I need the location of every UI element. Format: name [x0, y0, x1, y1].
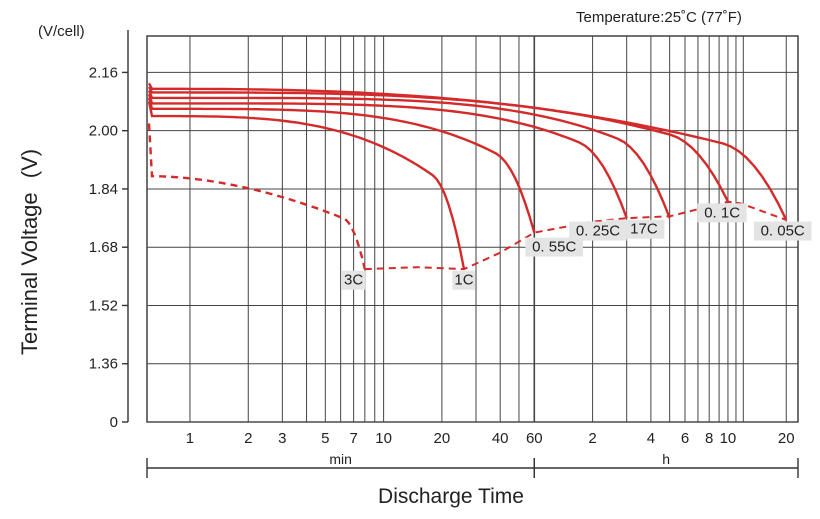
x-tick-label: 20 — [778, 430, 795, 447]
x-tick-label: 7 — [349, 430, 357, 447]
series-line-017c — [147, 90, 671, 219]
series-line-1c — [147, 101, 466, 270]
series — [147, 82, 788, 271]
x-tick-label: 10 — [720, 430, 737, 447]
x-tick-label: 5 — [321, 430, 329, 447]
x-tick-label: 40 — [492, 430, 509, 447]
series-label-bg — [697, 203, 747, 223]
y-tick-label: 2.00 — [89, 123, 118, 140]
y-unit-label: (V/cell) — [38, 23, 85, 40]
y-axis-title-text: Terminal Voltage — [17, 192, 42, 355]
series-label: 0. 55C — [532, 239, 576, 256]
series-label-bg — [753, 221, 812, 241]
x-tick-label: 60 — [526, 430, 543, 447]
x-tick-label: 6 — [681, 430, 689, 447]
x-tick-label: 2 — [588, 430, 596, 447]
x-tick-label: 4 — [647, 430, 655, 447]
x-tick-label: 3 — [278, 430, 286, 447]
y-tick-label: 1.52 — [89, 297, 118, 314]
y-axis-unit: (V) — [17, 149, 42, 178]
series-label: 0. 25C — [576, 223, 620, 240]
series-label: 3C — [344, 272, 363, 289]
x-tick-label: 8 — [705, 430, 713, 447]
y-tick-label: 1.84 — [89, 181, 118, 198]
series-label: 0. 05C — [761, 223, 805, 240]
series-line-01c — [147, 86, 730, 203]
range-label: h — [662, 451, 670, 467]
series-label-bg — [342, 270, 366, 290]
range-label: min — [329, 451, 352, 467]
series-label-bg — [569, 221, 627, 241]
y-tick-label: 1.68 — [89, 239, 118, 256]
series-label: 0. 1C — [704, 204, 740, 221]
series-label-bg — [452, 270, 476, 290]
y-tick-label: 0 — [110, 414, 118, 431]
series-label: 1C — [454, 272, 473, 289]
x-tick-label: 2 — [244, 430, 252, 447]
temperature-annotation: Temperature:25˚C (77˚F) — [576, 9, 742, 26]
x-tick-label: 10 — [375, 430, 392, 447]
series-line-3c — [147, 123, 366, 270]
y-tick-label: 1.36 — [89, 356, 118, 373]
series-line-025c — [147, 93, 628, 219]
grid — [146, 35, 799, 423]
series-label-bg — [525, 237, 583, 257]
x-tick-label: 20 — [434, 430, 451, 447]
x-axis-title: Discharge Time — [378, 485, 524, 508]
axes: 2.16 2.00 1.84 1.68 1.52 1.36 0 1 2 3 5 7 10 20 40 60 2 4… — [89, 30, 799, 478]
series-line-055c — [147, 97, 536, 233]
x-tick-label: 1 — [186, 430, 194, 447]
y-axis-title: Terminal Voltage (V) — [17, 149, 42, 355]
y-tick-label: 2.16 — [89, 64, 118, 81]
